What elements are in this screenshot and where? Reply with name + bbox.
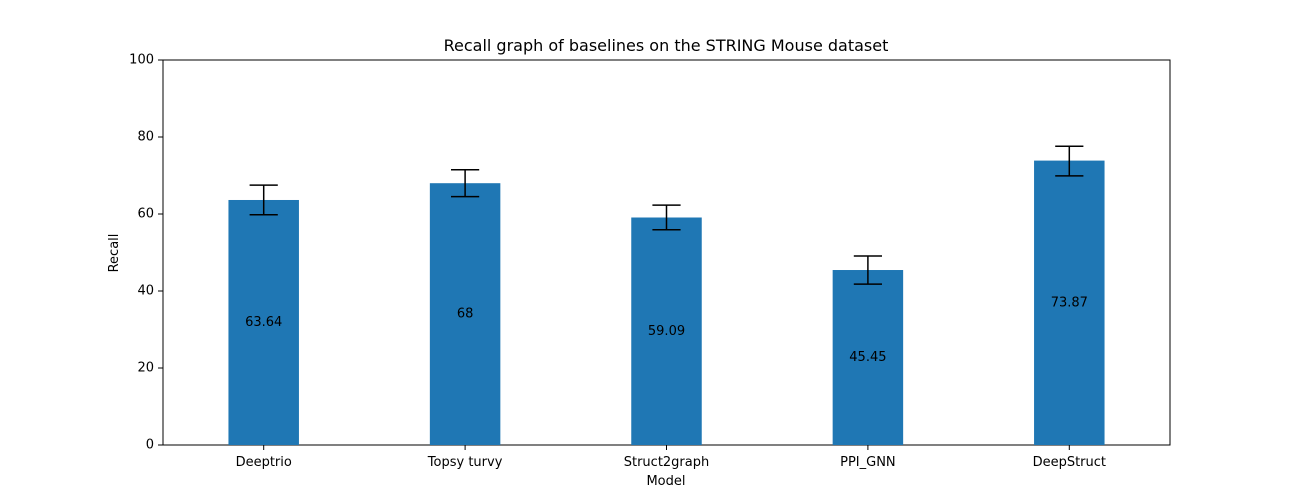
data-label-3: 45.45 — [849, 350, 886, 365]
bar-4 — [1034, 160, 1105, 445]
x-tick-label-2: Struct2graph — [624, 455, 710, 470]
x-axis: Deeptrio Topsy turvy Struct2graph PPI_GNN De… — [236, 445, 1106, 470]
data-label-2: 59.09 — [648, 324, 685, 339]
data-label-4: 73.87 — [1051, 295, 1088, 310]
x-tick-label-1: Topsy turvy — [427, 455, 503, 470]
bar-2 — [631, 217, 702, 445]
data-label-0: 63.64 — [245, 315, 282, 330]
y-tick-label-1: 20 — [137, 361, 154, 376]
data-labels-group: 63.64 68 59.09 45.45 73.87 — [245, 295, 1088, 365]
x-tick-label-0: Deeptrio — [236, 455, 292, 470]
chart-title: Recall graph of baselines on the STRING … — [444, 36, 889, 55]
errorbars-group — [249, 145, 1084, 285]
x-tick-label-3: PPI_GNN — [840, 455, 896, 470]
y-tick-label-0: 0 — [146, 438, 154, 453]
y-tick-label-3: 60 — [137, 207, 154, 222]
y-tick-label-5: 100 — [129, 53, 154, 68]
bar-1 — [429, 183, 501, 445]
y-tick-label-2: 40 — [137, 284, 154, 299]
data-label-1: 68 — [457, 307, 474, 322]
y-axis-label: Recall — [107, 234, 122, 273]
bar-3 — [832, 270, 904, 445]
y-tick-label-4: 80 — [137, 130, 154, 145]
x-tick-label-4: DeepStruct — [1033, 455, 1106, 470]
x-axis-label: Model — [646, 474, 685, 489]
bar-0 — [228, 199, 299, 445]
y-axis: 0 20 40 60 80 100 — [129, 53, 163, 453]
bars-group — [228, 160, 1105, 445]
